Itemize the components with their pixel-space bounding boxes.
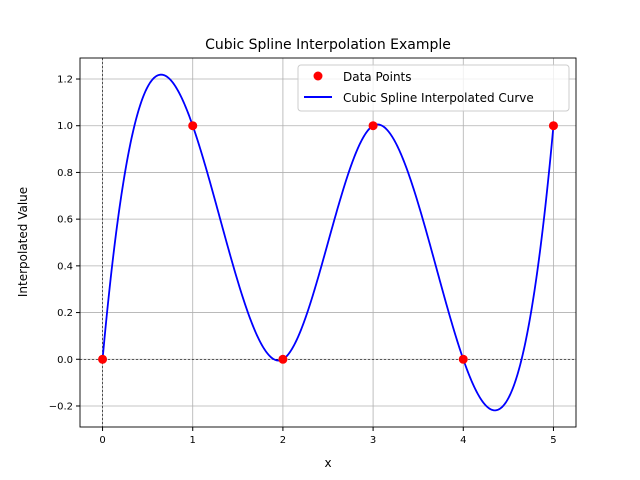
y-tick-label: 1.2 [57,75,73,86]
y-tick-label: 0.8 [57,168,73,179]
data-point [368,121,378,131]
data-point [548,121,558,131]
x-tick-label: 0 [99,435,105,446]
legend: Data Points Cubic Spline Interpolated Cu… [297,64,570,112]
data-point [458,354,468,364]
x-tick-label: 3 [370,435,376,446]
chart-title: Cubic Spline Interpolation Example [205,37,451,53]
reference-lines [80,58,576,427]
legend-label-curve: Cubic Spline Interpolated Curve [343,91,534,105]
y-tick-label: 0.6 [57,215,73,226]
y-tick-label: 1.0 [57,121,73,132]
data-point [98,354,108,364]
y-ticks: −0.2 0.0 0.2 0.4 0.6 0.8 1.0 1.2 [49,75,80,412]
y-tick-label: −0.2 [49,401,73,412]
y-tick-label: 0.0 [57,355,73,366]
x-tick-label: 2 [280,435,286,446]
legend-marker-data-points [313,71,323,81]
spline-curve [101,73,555,412]
y-axis-label: Interpolated Value [16,187,30,297]
y-tick-label: 0.2 [57,308,73,319]
x-tick-label: 5 [550,435,556,446]
legend-label-data-points: Data Points [343,70,412,84]
x-tick-label: 1 [190,435,196,446]
x-ticks: 0 1 2 3 4 5 [99,427,557,446]
x-axis-label: x [324,456,331,470]
y-tick-label: 0.4 [57,261,73,272]
data-point [278,354,288,364]
data-point [188,121,198,131]
data-points [98,121,558,364]
legend-box [297,64,570,112]
plot-frame [79,57,577,428]
x-tick-label: 4 [460,435,466,446]
